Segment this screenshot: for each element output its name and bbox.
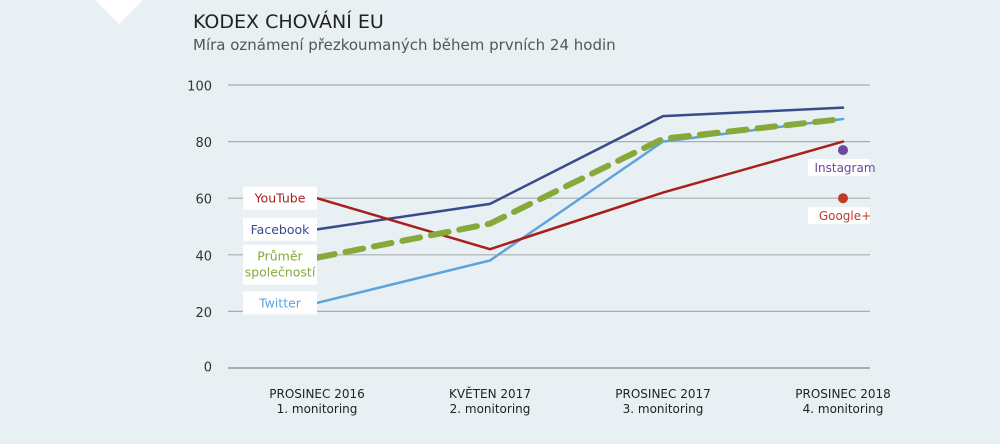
- y-tick-label: 0: [204, 361, 212, 376]
- legend-label: společností: [245, 265, 316, 280]
- x-tick-label: KVĚTEN 2017: [449, 386, 531, 401]
- legend-label: YouTube: [254, 191, 306, 206]
- x-tick-label: 2. monitoring: [450, 402, 531, 416]
- legend-label-box: [243, 291, 317, 315]
- chart-subtitle: Míra oznámení přezkoumaných během prvníc…: [193, 36, 616, 54]
- corner-notch: [95, 0, 143, 24]
- x-tick-label: 3. monitoring: [623, 402, 704, 416]
- legend-label-box: [243, 217, 317, 241]
- y-tick-label: 80: [195, 136, 212, 151]
- series-line: [314, 115, 846, 261]
- point-label-box: [808, 207, 870, 225]
- legend-label: Twitter: [258, 295, 302, 310]
- legend-label: Facebook: [251, 222, 310, 237]
- y-tick-label: 20: [195, 306, 212, 321]
- series-line: [315, 140, 845, 251]
- legend-label-box: [243, 186, 317, 210]
- data-point: [838, 193, 848, 204]
- y-tick-label: 40: [195, 249, 212, 264]
- point-label: Instagram: [814, 161, 875, 175]
- legend-label: Průměr: [257, 249, 303, 264]
- x-tick-label: PROSINEC 2017: [615, 387, 710, 401]
- x-tick-label: PROSINEC 2018: [795, 387, 890, 401]
- x-tick-label: 1. monitoring: [277, 402, 358, 416]
- y-tick-label: 100: [187, 80, 212, 95]
- x-tick-label: 4. monitoring: [803, 402, 884, 416]
- legend-label-box: [243, 244, 317, 285]
- series-line: [315, 117, 845, 305]
- point-label: Google+: [819, 209, 871, 223]
- point-label-box: [808, 159, 870, 177]
- chart-title: KODEX CHOVÁNÍ EU: [193, 11, 384, 33]
- y-tick-label: 60: [195, 193, 212, 208]
- series-line: [315, 106, 845, 231]
- x-tick-label: PROSINEC 2016: [269, 387, 364, 401]
- data-point: [838, 145, 848, 156]
